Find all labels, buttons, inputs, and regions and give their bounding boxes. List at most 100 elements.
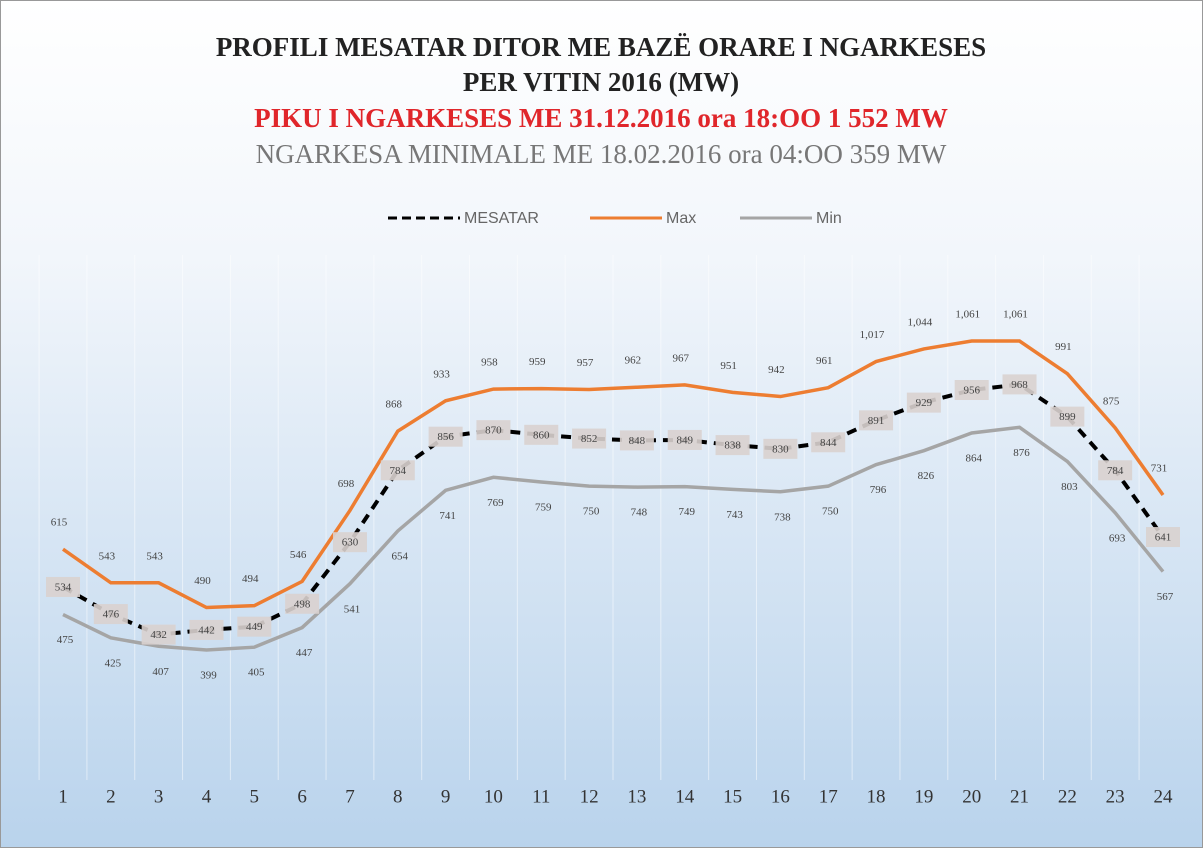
data-label: 534	[55, 582, 72, 594]
data-label-box	[237, 616, 272, 637]
data-label: 899	[1059, 411, 1076, 423]
x-tick-label: 11	[532, 786, 550, 807]
x-tick-label: 14	[675, 786, 695, 807]
series-line	[62, 425, 1165, 652]
data-label: 856	[437, 431, 454, 443]
data-label: 750	[822, 506, 839, 518]
data-label-box	[1002, 374, 1037, 395]
data-label: 848	[629, 435, 646, 447]
data-label: 844	[820, 437, 837, 449]
data-label-box	[428, 426, 463, 447]
data-label: 957	[577, 357, 594, 369]
annotation: NGARKESA MINIMALE ME 18.02.2016 ora 04:O…	[256, 139, 947, 169]
data-label-box	[954, 380, 989, 401]
x-tick-label: 24	[1154, 786, 1174, 807]
data-label: 991	[1055, 341, 1072, 353]
data-label: 962	[625, 355, 642, 367]
x-tick-label: 15	[723, 786, 742, 807]
data-label: 399	[200, 670, 217, 682]
data-label-box	[1146, 527, 1180, 548]
data-label: 959	[529, 356, 546, 368]
data-label: 641	[1155, 532, 1172, 544]
data-label: 951	[720, 360, 737, 372]
data-label: 407	[152, 666, 169, 678]
data-label: 543	[99, 550, 116, 562]
data-label-box	[572, 428, 607, 449]
data-label: 1,061	[955, 309, 980, 321]
data-label: 933	[433, 368, 450, 380]
x-tick-label: 4	[202, 786, 212, 807]
data-label: 968	[1011, 379, 1028, 391]
data-label: 1,061	[1003, 309, 1028, 321]
data-label: 759	[535, 501, 552, 513]
data-label: 490	[194, 575, 211, 587]
x-tick-label: 19	[914, 786, 933, 807]
data-label: 1,044	[907, 316, 932, 328]
legend-label: Max	[666, 210, 696, 227]
data-label-box	[476, 420, 511, 441]
chart-subtitle: PER VITIN 2016 (MW)	[463, 67, 739, 97]
data-label: 750	[583, 506, 600, 518]
data-label: 958	[481, 357, 498, 369]
data-label: 743	[726, 509, 743, 521]
series-line	[61, 339, 1165, 610]
data-label: 796	[870, 484, 887, 496]
data-label: 784	[1107, 465, 1124, 477]
data-label: 476	[103, 609, 120, 621]
data-label: 769	[487, 497, 504, 509]
data-label-box	[285, 593, 320, 614]
data-label-box	[141, 624, 176, 645]
x-tick-label: 10	[484, 786, 503, 807]
x-tick-label: 1	[58, 786, 68, 807]
data-label: 860	[533, 429, 550, 441]
data-label: 543	[146, 550, 163, 562]
data-label-box	[763, 438, 798, 459]
annotation: PIKU I NGARKESES ME 31.12.2016 ora 18:OO…	[254, 103, 948, 133]
data-label: 942	[768, 364, 785, 376]
data-label: 741	[439, 510, 456, 522]
data-label-box	[524, 424, 559, 445]
x-tick-label: 13	[627, 786, 646, 807]
x-tick-label: 9	[441, 786, 451, 807]
data-label: 749	[678, 506, 695, 518]
data-label: 432	[150, 629, 167, 641]
data-label: 891	[868, 415, 885, 427]
data-label: 731	[1151, 463, 1168, 475]
data-label-box	[189, 619, 224, 640]
x-tick-label: 5	[250, 786, 260, 807]
x-tick-label: 7	[345, 786, 355, 807]
x-tick-label: 2	[106, 786, 116, 807]
data-label-box	[1050, 406, 1085, 427]
data-label: 630	[342, 537, 359, 549]
data-label-box	[811, 432, 846, 453]
data-label: 447	[296, 647, 313, 659]
x-tick-label: 21	[1010, 786, 1029, 807]
data-label: 929	[916, 397, 933, 409]
data-label: 864	[965, 452, 982, 464]
legend-label: MESATAR	[464, 210, 539, 227]
data-label: 693	[1109, 532, 1126, 544]
data-label-box	[332, 532, 367, 553]
data-label: 698	[338, 478, 355, 490]
data-label: 849	[676, 434, 693, 446]
data-label-box	[93, 604, 128, 625]
x-tick-label: 22	[1058, 786, 1077, 807]
data-label: 494	[242, 573, 259, 585]
data-label-box	[667, 429, 702, 450]
data-label: 738	[774, 511, 791, 523]
data-label: 654	[392, 551, 409, 563]
data-label: 541	[344, 603, 361, 615]
data-label: 567	[1157, 591, 1174, 603]
x-tick-label: 6	[297, 786, 307, 807]
x-tick-label: 3	[154, 786, 164, 807]
data-label-box	[906, 392, 941, 413]
x-tick-label: 17	[819, 786, 838, 807]
data-label: 405	[248, 667, 265, 679]
x-tick-label: 20	[962, 786, 981, 807]
data-label-box	[619, 430, 654, 451]
x-tick-label: 18	[867, 786, 886, 807]
data-label: 838	[724, 440, 741, 452]
data-label-box	[46, 576, 80, 597]
